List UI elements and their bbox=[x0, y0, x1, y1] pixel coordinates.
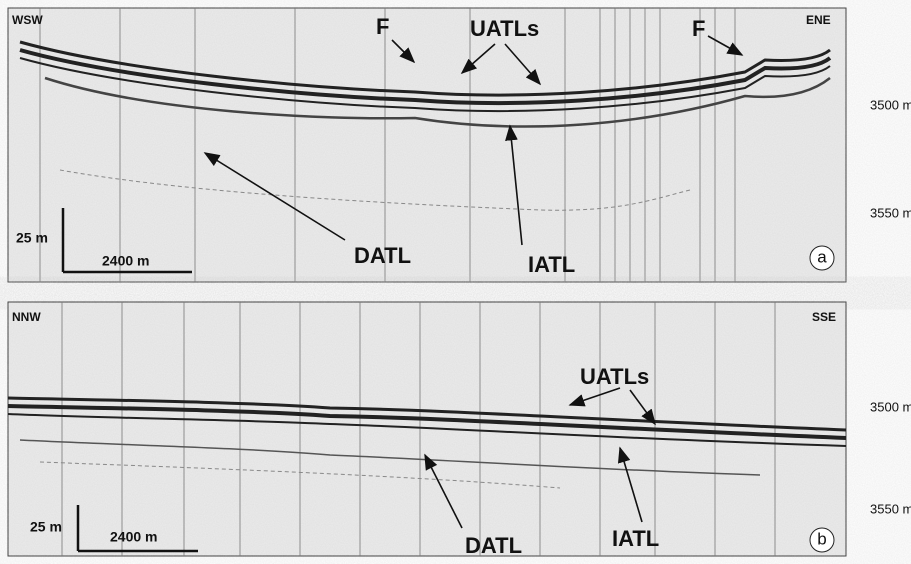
depth-label: 3500 m bbox=[870, 399, 911, 414]
horizontal-scale: 2400 m bbox=[110, 529, 157, 545]
direction-label: NNW bbox=[12, 310, 41, 324]
iatl-label: IATL bbox=[528, 252, 575, 277]
panel-a: WSW ENE F UATLs F DATL IATL 25 m 2400 m … bbox=[8, 8, 911, 282]
figure: WSW ENE F UATLs F DATL IATL 25 m 2400 m … bbox=[0, 0, 911, 564]
iatl-label: IATL bbox=[612, 526, 659, 551]
depth-label: 3500 m bbox=[870, 97, 911, 112]
depth-label: 3550 m bbox=[870, 205, 911, 220]
panel-letter: a bbox=[817, 247, 827, 266]
fault-label: F bbox=[376, 14, 389, 39]
horizontal-scale: 2400 m bbox=[102, 253, 149, 269]
direction-label: SSE bbox=[812, 310, 836, 324]
noise bbox=[8, 8, 846, 282]
datl-label: DATL bbox=[465, 533, 522, 558]
vertical-scale: 25 m bbox=[16, 230, 48, 246]
uatls-label: UATLs bbox=[470, 16, 539, 41]
datl-label: DATL bbox=[354, 243, 411, 268]
depth-label: 3550 m bbox=[870, 501, 911, 516]
direction-label: WSW bbox=[12, 13, 43, 27]
uatls-label: UATLs bbox=[580, 364, 649, 389]
fault-label: F bbox=[692, 16, 705, 41]
panel-letter: b bbox=[817, 529, 826, 548]
direction-label: ENE bbox=[806, 13, 831, 27]
vertical-scale: 25 m bbox=[30, 519, 62, 535]
panel-b: NNW SSE UATLs DATL IATL 25 m 2400 m b 35… bbox=[8, 302, 911, 558]
